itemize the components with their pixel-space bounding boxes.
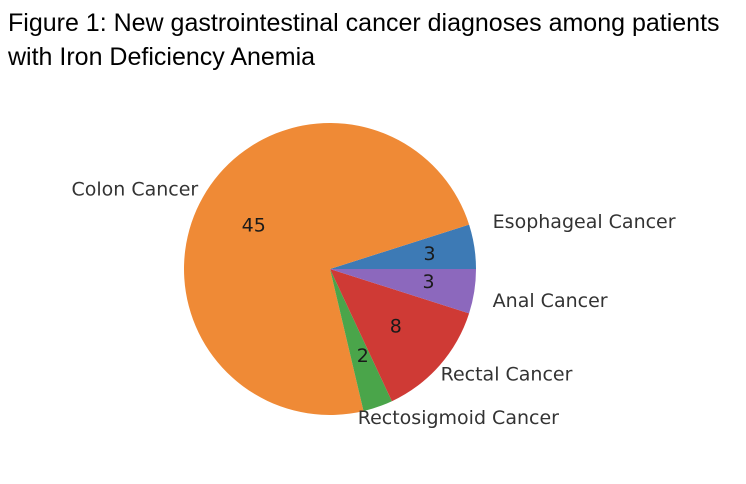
value-label-colon-cancer: 45 <box>242 214 266 236</box>
pie-slice-rectosigmoid-cancer <box>330 269 392 412</box>
category-label-rectal-cancer: Rectal Cancer <box>441 364 573 386</box>
category-label-anal-cancer: Anal Cancer <box>493 290 608 312</box>
pie-slice-anal-cancer <box>330 269 476 314</box>
value-label-anal-cancer: 3 <box>423 271 435 293</box>
pie-slice-colon-cancer <box>184 123 470 416</box>
value-label-rectosigmoid-cancer: 2 <box>357 345 369 367</box>
category-label-esophageal-cancer: Esophageal Cancer <box>493 211 676 233</box>
pie-slices <box>184 123 476 416</box>
pie-slice-esophageal-cancer <box>330 224 476 269</box>
value-label-esophageal-cancer: 3 <box>424 243 436 265</box>
figure-title: Figure 1: New gastrointestinal cancer di… <box>8 9 720 71</box>
category-label-rectosigmoid-cancer: Rectosigmoid Cancer <box>358 407 559 429</box>
pie-labels: 3 Esophageal Cancer 45 Colon Cancer 2 Rectosi… <box>71 178 675 429</box>
category-label-colon-cancer: Colon Cancer <box>71 178 198 200</box>
value-label-rectal-cancer: 8 <box>390 315 402 337</box>
pie-slice-rectal-cancer <box>330 269 470 402</box>
